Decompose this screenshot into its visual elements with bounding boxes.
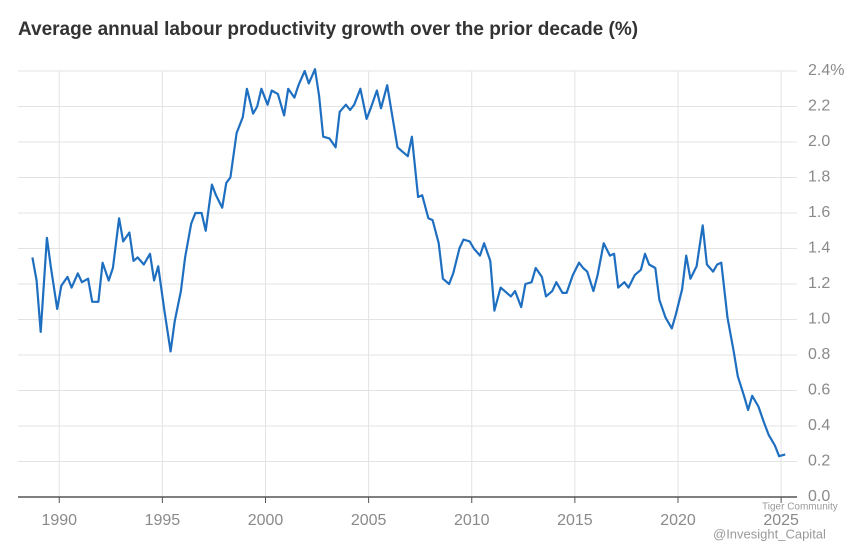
- y-tick-label: 2.0: [808, 133, 830, 150]
- x-tick-label: 1995: [145, 512, 181, 529]
- x-tick-label: 2000: [248, 512, 284, 529]
- y-tick-label: 1.6: [808, 204, 830, 221]
- x-tick-label: 2005: [351, 512, 387, 529]
- x-tick-label: 2015: [557, 512, 593, 529]
- y-tick-label: 2.4%: [808, 62, 844, 79]
- y-tick-label: 1.4: [808, 240, 830, 257]
- x-tick-label: 2020: [660, 512, 696, 529]
- watermark: Tiger Community: [762, 502, 838, 513]
- y-tick-label: 1.2: [808, 275, 830, 292]
- y-tick-label: 1.8: [808, 169, 830, 186]
- y-tick-label: 1.0: [808, 311, 830, 328]
- chart-title: Average annual labour productivity growt…: [18, 19, 638, 40]
- x-tick-label: 2025: [763, 512, 799, 529]
- y-tick-label: 0.2: [808, 453, 830, 470]
- watermark: @Invesight_Capital: [713, 526, 826, 541]
- y-tick-label: 2.2: [808, 98, 830, 115]
- y-tick-label: 0.8: [808, 346, 830, 363]
- x-tick-label: 2010: [454, 512, 490, 529]
- x-tick-label: 1990: [41, 512, 77, 529]
- y-tick-label: 0.4: [808, 417, 830, 434]
- y-tick-label: 0.6: [808, 382, 830, 399]
- line-series: [31, 68, 786, 458]
- y-tick-label: 0.0: [808, 488, 830, 505]
